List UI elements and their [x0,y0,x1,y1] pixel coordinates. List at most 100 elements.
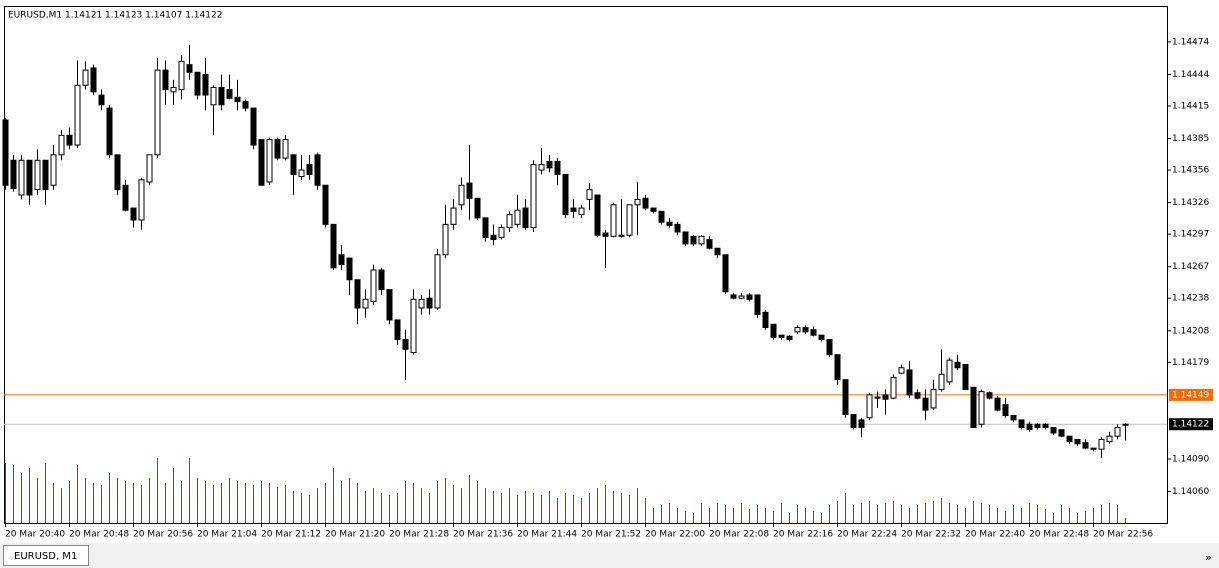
candle-body [978,391,985,425]
y-tick-label: 1.14474 [1172,37,1209,47]
candle-body [218,86,225,106]
candle-body [506,214,513,229]
candle-body [162,69,169,91]
y-tick-label: 1.14297 [1172,230,1209,240]
candle-body [58,134,65,156]
candle-body [290,154,297,175]
candle-body [466,182,473,199]
candle-body [650,207,657,212]
candle-body [1090,447,1097,450]
x-tick-label: 20 Mar 21:52 [581,530,641,540]
candle-body [346,257,353,281]
price-level-box [1169,388,1213,401]
candle-body [730,294,737,299]
x-tick-label: 20 Mar 22:56 [1093,530,1153,540]
candle-body [394,319,401,340]
x-tick-label: 20 Mar 21:36 [453,530,513,540]
candle-body [1018,419,1025,428]
candle-body [586,189,593,200]
candle-body [250,107,257,146]
candle-body [754,294,761,316]
candle-body [482,217,489,238]
x-tick-label: 20 Mar 22:24 [837,530,897,540]
candle-body [594,194,601,236]
candle-body [26,159,33,196]
candle-body [378,269,385,291]
candle-body [770,323,777,338]
candle-body [642,197,649,209]
candle-body [146,154,153,183]
price-level-label: 1.14149 [1172,390,1209,400]
candle-body [442,223,449,256]
candle-body [786,335,793,340]
candle-body [322,184,329,225]
candle-body [682,231,689,245]
candle-body [10,159,17,190]
candle-body [474,197,481,219]
candle-body [538,164,545,171]
candle-body [386,289,393,321]
candle-body [866,394,873,419]
chart-tab-label[interactable]: EURUSD, M1 [14,551,77,562]
y-tick-label: 1.14267 [1172,262,1209,272]
price-level-box [1169,418,1213,431]
candle-body [266,139,273,183]
candle-body [618,234,625,237]
candle-body [34,159,41,191]
candle-body [434,254,441,309]
candle-body [306,164,313,175]
candle-body [570,207,577,212]
candle-body [986,392,993,399]
scroll-more[interactable]: » [1205,551,1212,564]
candle-body [930,388,937,409]
y-tick-label: 1.14326 [1172,198,1209,208]
chart-tab[interactable] [3,545,89,566]
candle-body [850,413,857,428]
candle-body [610,204,617,237]
candle-body [170,86,177,93]
candle-body [18,159,25,196]
y-tick-label: 1.14060 [1172,487,1209,497]
candle-body [914,392,921,399]
candle-body [530,164,537,229]
candle-body [274,139,281,159]
candle-body [1082,442,1089,449]
candle-body [50,154,57,186]
candle-body [514,209,521,225]
candle-body [858,419,865,428]
x-tick-label: 20 Mar 22:40 [965,530,1025,540]
candle-body [954,361,961,369]
candle-body [426,297,433,309]
candle-body [122,184,129,211]
candle-body [834,354,841,381]
x-tick-label: 20 Mar 22:00 [645,530,705,540]
candle-body [674,223,681,233]
candle-body [994,397,1001,411]
candle-body [1050,426,1057,434]
candle-body [1114,426,1121,437]
candle-body [922,397,929,411]
candle-body [658,210,665,223]
chart-header: EURUSD,M1 1.14121 1.14123 1.14107 1.1412… [8,11,222,21]
x-tick-label: 20 Mar 22:08 [709,530,769,540]
x-tick-label: 20 Mar 21:20 [325,530,385,540]
candle-body [1058,429,1065,437]
candle-body [1106,435,1113,443]
candle-body [826,338,833,356]
x-tick-label: 20 Mar 22:32 [901,530,961,540]
candle-body [234,96,241,103]
candle-body [1098,438,1105,450]
candle-body [602,232,609,237]
candle-body [314,154,321,186]
candle-body [370,269,377,302]
candle-body [802,327,809,333]
candle-body [330,223,337,269]
candle-body [634,198,641,206]
x-tick-label: 20 Mar 21:28 [389,530,449,540]
candle-body [722,254,729,293]
candle-body [1042,423,1049,428]
candle-body [258,139,265,186]
candle-body [970,386,977,428]
x-tick-label: 20 Mar 20:56 [133,530,193,540]
